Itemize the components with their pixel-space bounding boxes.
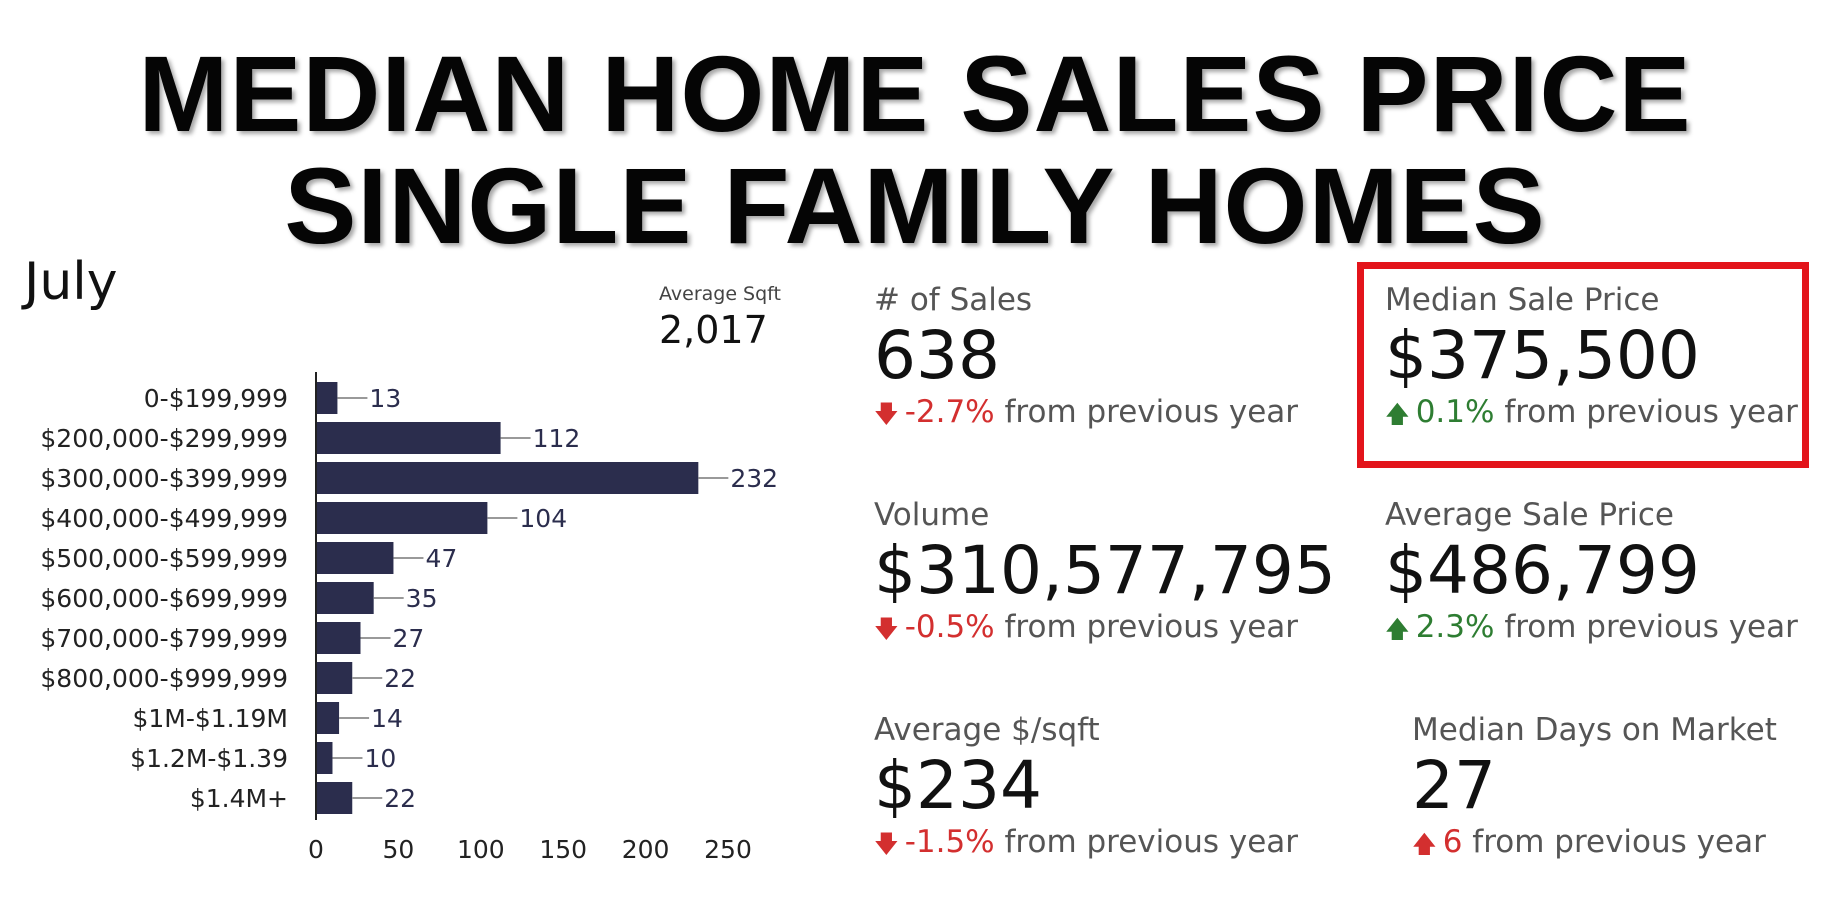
category-label: $300,000-$399,999 — [40, 464, 288, 493]
title-line-2: SINGLE FAMILY HOMES — [284, 145, 1546, 266]
kpi-volume-change: -0.5% — [904, 608, 995, 645]
kpi-sales: # of Sales 638 🡇 -2.7% from previous year — [874, 282, 1298, 438]
kpi-days-on-market-suffix: from previous year — [1472, 823, 1766, 860]
category-label: $600,000-$699,999 — [40, 584, 288, 613]
bar — [316, 582, 374, 614]
kpi-average-sqft-price: Average $/sqft $234 🡇 -1.5% from previous… — [874, 712, 1298, 868]
category-label: 0-$199,999 — [144, 384, 288, 413]
kpi-days-on-market-change: 6 — [1442, 823, 1463, 860]
kpi-average-price-value: $486,799 — [1385, 532, 1700, 609]
bar — [316, 462, 699, 494]
kpi-average-sqft-price-label: Average $/sqft — [874, 712, 1100, 748]
category-label: $1M-$1.19M — [132, 704, 288, 733]
arrow-up-icon: 🡅 — [1385, 614, 1410, 643]
kpi-average-price-suffix: from previous year — [1504, 608, 1798, 645]
kpi-average-sqft-price-suffix: from previous year — [1004, 823, 1299, 860]
data-label: 112 — [533, 424, 581, 453]
kpi-days-on-market-change-row: 🡅 6 from previous year — [1412, 824, 1777, 868]
category-label: $1.2M-$1.39 — [130, 744, 288, 773]
kpi-average-price-change-row: 🡅 2.3% from previous year — [1385, 609, 1798, 653]
kpi-median-price-change-row: 🡅 0.1% from previous year — [1385, 394, 1798, 438]
kpi-median-price-label: Median Sale Price — [1385, 282, 1660, 318]
x-tick-label: 150 — [539, 835, 587, 864]
kpi-sales-change-row: 🡇 -2.7% from previous year — [874, 394, 1298, 438]
arrow-down-icon: 🡇 — [874, 829, 899, 858]
kpi-median-price-value: $375,500 — [1385, 317, 1700, 394]
kpi-volume-suffix: from previous year — [1004, 608, 1299, 645]
average-sqft-label: Average Sqft — [659, 283, 781, 305]
highlight-box — [1357, 262, 1809, 468]
arrow-down-icon: 🡇 — [874, 614, 899, 643]
kpi-sales-change: -2.7% — [904, 393, 995, 430]
x-tick-label: 50 — [382, 835, 414, 864]
data-label: 104 — [519, 504, 567, 533]
x-tick-label: 0 — [308, 835, 324, 864]
x-tick-label: 100 — [457, 835, 505, 864]
kpi-average-price-label: Average Sale Price — [1385, 497, 1674, 533]
kpi-volume-change-row: 🡇 -0.5% from previous year — [874, 609, 1336, 653]
kpi-sales-label: # of Sales — [874, 282, 1033, 318]
month-label: July — [24, 252, 118, 312]
bar — [316, 662, 353, 694]
category-label: $400,000-$499,999 — [40, 504, 288, 533]
arrow-up-icon: 🡅 — [1385, 399, 1410, 428]
category-label: $700,000-$799,999 — [40, 624, 288, 653]
kpi-sales-suffix: from previous year — [1004, 393, 1299, 430]
kpi-average-price-change: 2.3% — [1415, 608, 1495, 645]
category-label: $200,000-$299,999 — [40, 424, 288, 453]
data-label: 22 — [384, 784, 416, 813]
kpi-days-on-market: Median Days on Market 27 🡅 6 from previou… — [1412, 712, 1777, 868]
data-label: 47 — [425, 544, 457, 573]
kpi-volume-value: $310,577,795 — [874, 532, 1336, 609]
arrow-up-icon: 🡅 — [1412, 829, 1437, 858]
bar — [316, 422, 501, 454]
bar — [316, 742, 333, 774]
x-tick-label: 250 — [704, 835, 752, 864]
category-label: $500,000-$599,999 — [40, 544, 288, 573]
data-label: 10 — [364, 744, 396, 773]
data-label: 35 — [406, 584, 438, 613]
bar — [316, 622, 361, 654]
price-range-bar-chart: 13 0-$199,999 112 $200,000-$299,999 232 $300,… — [40, 372, 778, 864]
bar — [316, 782, 353, 814]
category-label: $800,000-$999,999 — [40, 664, 288, 693]
data-label: 13 — [369, 384, 401, 413]
average-sqft-value: 2,017 — [659, 308, 768, 352]
kpi-days-on-market-value: 27 — [1412, 747, 1496, 824]
kpi-median-price-suffix: from previous year — [1504, 393, 1798, 430]
title-line-1: MEDIAN HOME SALES PRICE — [138, 33, 1692, 154]
x-tick-label: 200 — [622, 835, 670, 864]
bar — [316, 382, 338, 414]
kpi-average-price: Average Sale Price $486,799 🡅 2.3% from p… — [1385, 497, 1798, 653]
bar — [316, 502, 488, 534]
bar — [316, 542, 394, 574]
kpi-median-price: Median Sale Price $375,500 🡅 0.1% from pr… — [1385, 282, 1798, 438]
bar — [316, 702, 340, 734]
kpi-median-price-change: 0.1% — [1415, 393, 1495, 430]
kpi-volume-label: Volume — [874, 497, 990, 533]
data-label: 232 — [730, 464, 778, 493]
arrow-down-icon: 🡇 — [874, 399, 899, 428]
data-label: 27 — [392, 624, 424, 653]
kpi-volume: Volume $310,577,795 🡇 -0.5% from previous… — [874, 497, 1336, 653]
kpi-days-on-market-label: Median Days on Market — [1412, 712, 1777, 748]
kpi-average-sqft-price-change-row: 🡇 -1.5% from previous year — [874, 824, 1298, 868]
data-label: 22 — [384, 664, 416, 693]
kpi-average-sqft-price-value: $234 — [874, 747, 1042, 824]
category-label: $1.4M+ — [190, 784, 288, 813]
data-label: 14 — [371, 704, 403, 733]
kpi-average-sqft-price-change: -1.5% — [904, 823, 995, 860]
kpi-sales-value: 638 — [874, 317, 1000, 394]
